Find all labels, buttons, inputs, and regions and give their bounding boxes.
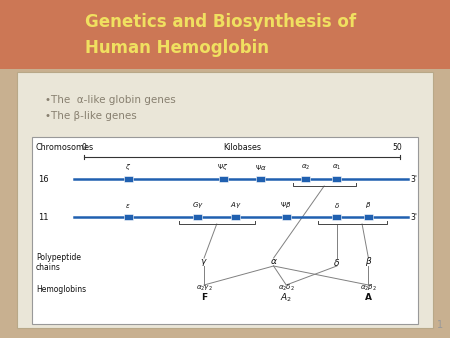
Bar: [256, 176, 266, 182]
Text: chains: chains: [36, 263, 61, 271]
Text: $\delta$: $\delta$: [333, 257, 340, 267]
Bar: [32, 137, 418, 324]
Text: $A\gamma$: $A\gamma$: [230, 200, 242, 210]
Bar: [124, 214, 133, 220]
Text: $\alpha$: $\alpha$: [270, 258, 278, 266]
Text: 3': 3': [410, 174, 417, 184]
Text: 16: 16: [38, 174, 49, 184]
Bar: [193, 214, 202, 220]
Text: 0: 0: [82, 143, 87, 152]
Bar: [219, 176, 228, 182]
Text: $\beta$: $\beta$: [364, 256, 372, 268]
Text: $\Psi\zeta$: $\Psi\zeta$: [217, 162, 229, 172]
Text: $\varepsilon$: $\varepsilon$: [126, 202, 131, 210]
Text: 11: 11: [38, 213, 49, 221]
Bar: [282, 214, 291, 220]
Text: $\alpha_2\gamma_2$: $\alpha_2\gamma_2$: [196, 283, 212, 293]
Text: 1: 1: [437, 320, 443, 330]
Text: $\alpha_2\delta_2$: $\alpha_2\delta_2$: [278, 283, 295, 293]
Text: $\alpha_1$: $\alpha_1$: [332, 163, 342, 172]
Bar: [124, 176, 133, 182]
Text: $\gamma$: $\gamma$: [200, 257, 208, 267]
Bar: [364, 214, 373, 220]
Text: $\Psi\beta$: $\Psi\beta$: [280, 200, 292, 210]
Text: $A_2$: $A_2$: [280, 292, 292, 304]
Text: F: F: [201, 293, 207, 303]
Bar: [332, 176, 341, 182]
Bar: [332, 214, 341, 220]
Text: $\beta$: $\beta$: [365, 200, 372, 210]
Bar: [231, 214, 240, 220]
Text: $\zeta$: $\zeta$: [125, 162, 131, 172]
Text: Genetics and Biosynthesis of: Genetics and Biosynthesis of: [85, 13, 356, 31]
Text: Chromosomes: Chromosomes: [36, 143, 94, 152]
Text: $\delta$: $\delta$: [334, 201, 340, 210]
Bar: [0, 0, 450, 69]
Text: $\alpha_2\beta_2$: $\alpha_2\beta_2$: [360, 283, 377, 293]
Text: $G\gamma$: $G\gamma$: [192, 200, 204, 210]
Text: $\alpha_2$: $\alpha_2$: [301, 163, 310, 172]
Text: $\Psi\alpha$: $\Psi\alpha$: [255, 163, 267, 172]
Text: Polypeptide: Polypeptide: [36, 254, 81, 263]
Text: Kilobases: Kilobases: [223, 143, 261, 152]
Text: 3': 3': [410, 213, 417, 221]
Text: A: A: [365, 293, 372, 303]
Text: Human Hemoglobin: Human Hemoglobin: [85, 39, 269, 57]
Text: Hemoglobins: Hemoglobins: [36, 285, 86, 293]
Bar: [301, 176, 310, 182]
Text: •The β-like genes: •The β-like genes: [45, 111, 137, 121]
Text: •The  α-like globin genes: •The α-like globin genes: [45, 95, 176, 105]
Text: 50: 50: [392, 143, 402, 152]
Bar: [17, 72, 433, 328]
